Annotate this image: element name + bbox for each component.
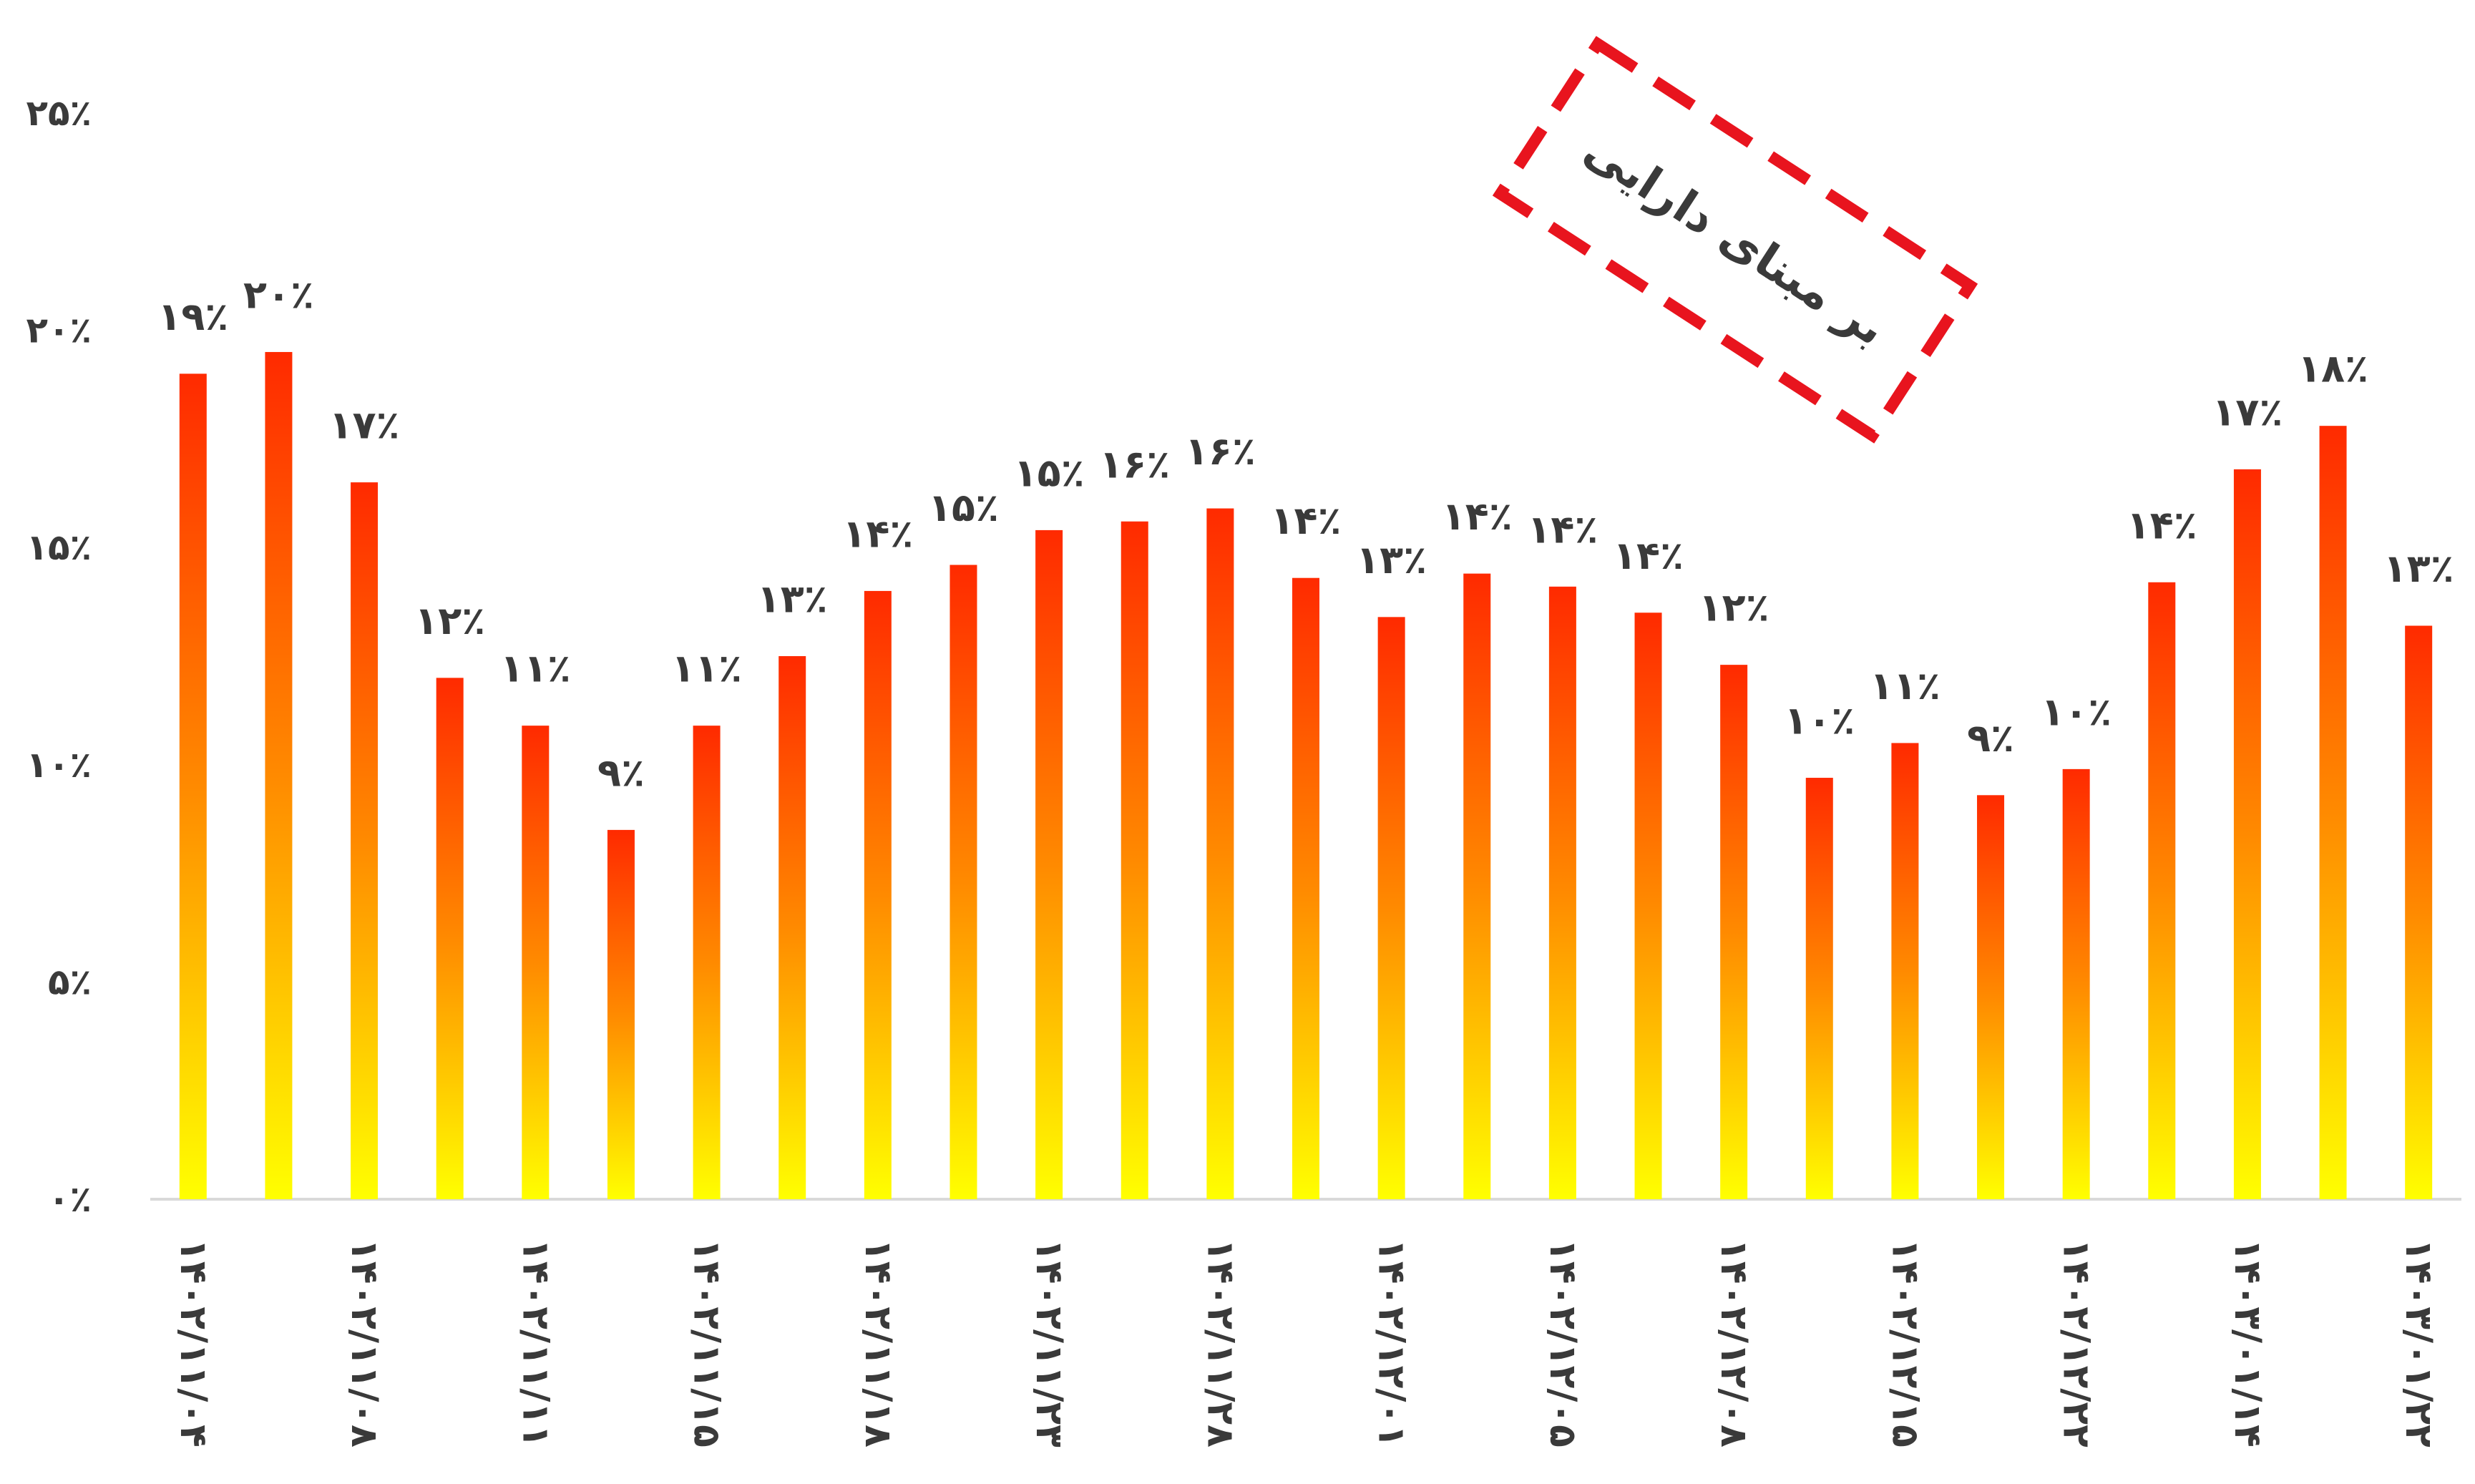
data-label: ۱۱٪ <box>500 646 571 691</box>
x-tick-label: ۱۴۰۲/۱۱/۰۴ <box>172 1239 215 1448</box>
data-label: ۱۵٪ <box>928 485 999 530</box>
data-label: ۱۷٪ <box>2212 389 2283 434</box>
data-label: ۱۴٪ <box>1613 533 1684 578</box>
bar <box>1805 778 1833 1199</box>
data-label: ۱۳٪ <box>2383 546 2454 591</box>
data-labels: ۱۹٪ ۲۰٪ ۱۷٪ ۱۲٪ ۱۱٪ ۹٪ ۱۱٪ ۱۳٪ ۱۴٪ ۱۵٪ ۱۵٪ ۱۶٪ ۱۶٪ ۱۴… <box>157 272 2454 795</box>
data-label: ۱۹٪ <box>157 294 228 339</box>
data-label: ۱۴٪ <box>1271 498 1342 543</box>
bar <box>522 726 550 1199</box>
data-label: ۱۴٪ <box>2127 502 2197 547</box>
bar <box>1891 743 1919 1199</box>
x-tick-label: ۱۴۰۲/۱۱/۲۸ <box>1199 1239 1241 1448</box>
x-tick-label: ۱۴۰۲/۱۱/۱۱ <box>514 1239 557 1448</box>
x-tick-label: ۱۴۰۲/۱۲/۲۲ <box>2055 1239 2098 1448</box>
data-label: ۱۱٪ <box>671 646 742 691</box>
bar <box>1292 577 1319 1199</box>
data-label: ۱۰٪ <box>1784 698 1855 743</box>
x-tick-label: ۱۴۰۲/۱۱/۱۸ <box>856 1239 899 1448</box>
bar <box>693 726 721 1199</box>
bar <box>864 590 892 1199</box>
x-tick-label: ۱۴۰۲/۱۱/۰۸ <box>343 1239 386 1448</box>
bar <box>1720 665 1748 1199</box>
y-tick-label: ۱۰٪ <box>26 744 92 786</box>
bar <box>265 351 293 1200</box>
bar <box>2148 582 2176 1199</box>
x-tick-label: ۱۴۰۳/۰۱/۲۲ <box>2397 1239 2440 1448</box>
bar-series <box>179 351 2433 1200</box>
bar <box>1035 529 1063 1199</box>
bar <box>607 829 635 1199</box>
bar <box>1377 617 1405 1199</box>
x-tick-label: ۱۴۰۲/۱۲/۱۵ <box>1883 1239 1926 1448</box>
bar <box>950 565 977 1199</box>
data-label: ۱۴٪ <box>1527 507 1598 552</box>
y-tick-label: ۲۰٪ <box>26 310 92 351</box>
data-label: ۱۳٪ <box>757 577 828 622</box>
data-label: ۱۲٪ <box>1699 585 1769 630</box>
data-label: ۱۵٪ <box>1014 450 1085 495</box>
annotation-text: بر مبنای دارایی <box>1575 123 1895 356</box>
x-tick-label: ۱۴۰۲/۱۲/۰۵ <box>1541 1239 1584 1448</box>
y-axis: ۰٪ ۵٪ ۱۰٪ ۱۵٪ ۲۰٪ ۲۵٪ <box>26 92 92 1220</box>
bar <box>2062 768 2090 1199</box>
data-label: ۱۰٪ <box>2041 689 2112 734</box>
data-label: ۹٪ <box>1967 716 2014 761</box>
y-tick-label: ۲۵٪ <box>26 92 92 134</box>
y-tick-label: ۱۵٪ <box>26 527 92 568</box>
data-label: ۱۱٪ <box>1870 663 1941 708</box>
y-tick-label: ۰٪ <box>48 1178 92 1220</box>
x-tick-label: ۱۴۰۲/۱۲/۰۱ <box>1370 1239 1413 1448</box>
data-label: ۱۶٪ <box>1099 441 1170 487</box>
bar <box>1634 612 1662 1199</box>
data-label: ۱۴٪ <box>842 511 913 556</box>
data-label: ۲۰٪ <box>243 272 314 317</box>
bar <box>351 482 379 1199</box>
x-tick-label: ۱۴۰۲/۱۱/۲۳ <box>1027 1239 1070 1448</box>
bar <box>1977 795 2005 1199</box>
bar <box>1121 521 1148 1199</box>
bar <box>1206 508 1234 1199</box>
data-label: ۹٪ <box>597 750 645 795</box>
data-label: ۱۲٪ <box>414 598 485 643</box>
x-axis-labels: ۱۴۰۲/۱۱/۰۴ ۱۴۰۲/۱۱/۰۸ ۱۴۰۲/۱۱/۱۱ ۱۴۰۲/۱۱/۱۵… <box>172 1239 2440 1448</box>
bar <box>2319 426 2347 1199</box>
data-label: ۱۴٪ <box>1442 494 1513 539</box>
bar <box>1463 573 1491 1199</box>
data-label: ۱۸٪ <box>2298 346 2368 391</box>
annotation-box: بر مبنای دارایی <box>1492 36 1978 444</box>
bar <box>2405 625 2433 1199</box>
data-label: ۱۷٪ <box>329 403 400 448</box>
x-tick-label: ۱۴۰۳/۰۱/۱۴ <box>2226 1239 2269 1448</box>
bar <box>436 678 464 1199</box>
data-label: ۱۳٪ <box>1356 537 1427 582</box>
data-label: ۱۶٪ <box>1185 429 1256 474</box>
x-tick-label: ۱۴۰۲/۱۱/۱۵ <box>685 1239 728 1448</box>
bar <box>179 374 207 1199</box>
x-tick-label: ۱۴۰۲/۱۲/۰۸ <box>1712 1239 1755 1448</box>
bar <box>1548 586 1576 1199</box>
bar <box>2233 469 2261 1199</box>
bar <box>778 656 806 1199</box>
y-tick-label: ۵٪ <box>48 961 92 1002</box>
